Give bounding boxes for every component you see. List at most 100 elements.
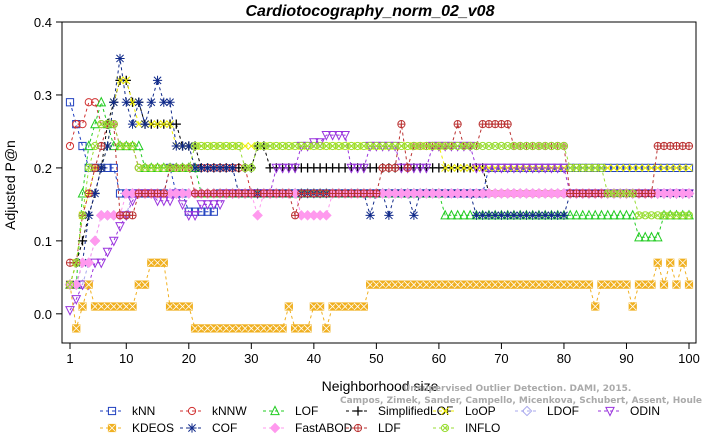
data-point <box>372 141 381 151</box>
data-point <box>84 163 93 173</box>
data-point <box>441 407 449 415</box>
data-point <box>83 257 95 269</box>
data-point <box>241 142 250 150</box>
data-point <box>252 210 263 221</box>
data-point-mark <box>292 143 298 149</box>
data-point-mark <box>298 143 305 149</box>
data-point <box>584 209 594 220</box>
data-point <box>546 210 557 220</box>
data-point <box>290 141 300 151</box>
data-point <box>221 163 231 173</box>
data-point <box>471 210 482 220</box>
data-point <box>71 295 82 305</box>
data-point-mark <box>360 143 367 149</box>
data-point <box>177 141 188 151</box>
data-point <box>109 97 119 107</box>
data-point <box>107 406 117 416</box>
data-point-mark <box>260 143 267 149</box>
data-point <box>359 141 368 151</box>
data-point <box>222 141 231 151</box>
data-point-mark <box>392 143 399 149</box>
data-point <box>602 209 613 220</box>
data-point-mark <box>179 165 186 171</box>
data-point-mark <box>679 212 686 219</box>
data-point-mark <box>642 212 649 219</box>
data-point <box>646 231 657 242</box>
data-point <box>491 141 500 151</box>
legend-label: FastABOD <box>295 421 353 434</box>
data-point <box>615 209 626 220</box>
data-point <box>478 141 487 151</box>
data-point <box>187 406 197 416</box>
data-point <box>472 141 481 151</box>
data-point-mark <box>498 143 505 149</box>
data-point <box>122 76 131 85</box>
data-point-mark <box>686 212 692 219</box>
data-point-mark <box>273 143 280 149</box>
legend-item-lof: LOF <box>263 404 318 418</box>
data-point <box>190 163 200 173</box>
legend-item-inflo: INFLO <box>433 421 500 434</box>
data-point <box>140 119 150 129</box>
data-point <box>440 423 450 433</box>
data-point <box>190 141 200 151</box>
data-point <box>353 406 363 416</box>
legend-item-knn: kNN <box>100 404 155 418</box>
data-point <box>559 141 569 151</box>
data-point <box>77 187 88 198</box>
data-point <box>358 163 369 174</box>
data-point-mark <box>579 165 586 171</box>
x-tick-label: 10 <box>119 351 133 366</box>
legend-label: kNNW <box>212 404 247 418</box>
data-point <box>515 210 525 220</box>
data-point <box>496 210 507 220</box>
data-point <box>584 163 594 173</box>
data-point <box>103 120 112 129</box>
data-point-mark <box>529 143 536 149</box>
data-point-mark <box>329 143 336 149</box>
data-point <box>184 141 194 151</box>
series-line <box>69 79 689 285</box>
data-point-mark <box>479 143 486 149</box>
data-point <box>591 163 600 173</box>
data-point <box>415 163 426 174</box>
data-point-mark <box>303 324 312 333</box>
data-point <box>183 211 194 222</box>
data-point-mark <box>672 280 681 289</box>
data-point-mark <box>454 143 461 149</box>
data-point-mark <box>78 302 87 311</box>
data-point <box>65 141 75 151</box>
series-kdeos <box>65 258 694 333</box>
data-point-mark <box>685 280 693 289</box>
data-point-mark <box>598 165 605 171</box>
data-point-mark <box>654 212 661 219</box>
data-point <box>672 163 681 172</box>
legend-label: LoOP <box>465 404 496 418</box>
legend-item-ldf: LDF <box>346 421 401 434</box>
data-point <box>227 163 238 173</box>
data-point-mark <box>542 143 549 149</box>
data-point <box>672 211 681 220</box>
data-point <box>466 141 475 151</box>
data-point-mark <box>573 165 580 171</box>
data-point <box>616 163 625 172</box>
data-point <box>278 141 287 151</box>
data-point <box>641 211 650 220</box>
x-tick-label: 20 <box>182 351 196 366</box>
data-point <box>340 130 351 141</box>
data-point-mark <box>285 143 292 149</box>
y-tick-label: 0.4 <box>34 15 52 30</box>
data-point-mark <box>148 165 155 171</box>
data-point <box>277 163 288 174</box>
data-point <box>247 163 256 173</box>
data-point <box>635 163 643 172</box>
data-point-mark <box>354 424 362 432</box>
series-line <box>69 260 690 331</box>
data-point-mark <box>198 143 205 149</box>
data-point <box>240 163 250 173</box>
data-point <box>265 141 275 151</box>
data-point-mark <box>548 143 555 149</box>
data-point-mark <box>204 143 211 149</box>
data-point-mark <box>561 143 567 149</box>
data-point-mark <box>235 143 242 149</box>
